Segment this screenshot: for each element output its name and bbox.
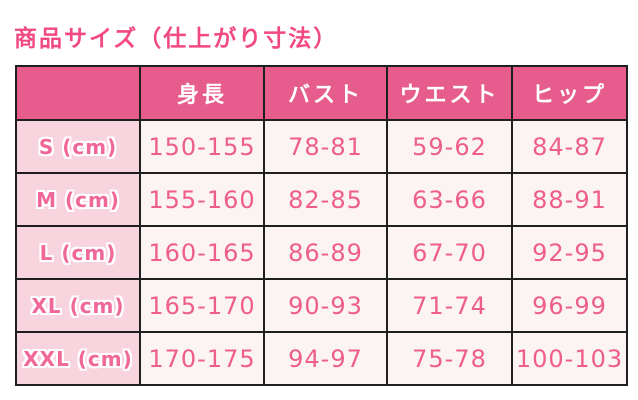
value-cell: 78-81 [263, 119, 388, 174]
value-cell: 88-91 [511, 172, 628, 227]
table-row: XXL (cm) 170-175 94-97 75-78 100-103 [15, 331, 628, 386]
value-cell: 82-85 [263, 172, 388, 227]
table-row: M (cm) 155-160 82-85 63-66 88-91 [15, 172, 628, 227]
value-cell: 86-89 [263, 225, 388, 280]
header-cell: 身長 [139, 65, 265, 121]
value-cell: 67-70 [386, 225, 513, 280]
value-cell: 155-160 [139, 172, 265, 227]
row-label: XL (cm) [15, 278, 141, 333]
table-row: XL (cm) 165-170 90-93 71-74 96-99 [15, 278, 628, 333]
value-cell: 96-99 [511, 278, 628, 333]
table-row: S (cm) 150-155 78-81 59-62 84-87 [15, 119, 628, 174]
row-label: S (cm) [15, 119, 141, 174]
value-cell: 71-74 [386, 278, 513, 333]
value-cell: 59-62 [386, 119, 513, 174]
size-table: 身長 バスト ウエスト ヒップ S (cm) 150-155 78-81 59-62 84-8… [15, 65, 628, 386]
row-label: XXL (cm) [15, 331, 141, 386]
value-cell: 165-170 [139, 278, 265, 333]
value-cell: 94-97 [263, 331, 388, 386]
value-cell: 150-155 [139, 119, 265, 174]
table-body: S (cm) 150-155 78-81 59-62 84-87 M (cm) 155-16… [15, 119, 628, 386]
value-cell: 92-95 [511, 225, 628, 280]
header-cell: ウエスト [386, 65, 513, 121]
page-title: 商品サイズ（仕上がり寸法） [14, 26, 339, 52]
value-cell: 90-93 [263, 278, 388, 333]
header-cell-empty [15, 65, 141, 121]
value-cell: 84-87 [511, 119, 628, 174]
header-cell: バスト [263, 65, 388, 121]
header-cell: ヒップ [511, 65, 628, 121]
table-row: L (cm) 160-165 86-89 67-70 92-95 [15, 225, 628, 280]
value-cell: 170-175 [139, 331, 265, 386]
header-row: 身長 バスト ウエスト ヒップ [15, 65, 628, 121]
value-cell: 63-66 [386, 172, 513, 227]
value-cell: 100-103 [511, 331, 628, 386]
row-label: M (cm) [15, 172, 141, 227]
value-cell: 75-78 [386, 331, 513, 386]
value-cell: 160-165 [139, 225, 265, 280]
row-label: L (cm) [15, 225, 141, 280]
